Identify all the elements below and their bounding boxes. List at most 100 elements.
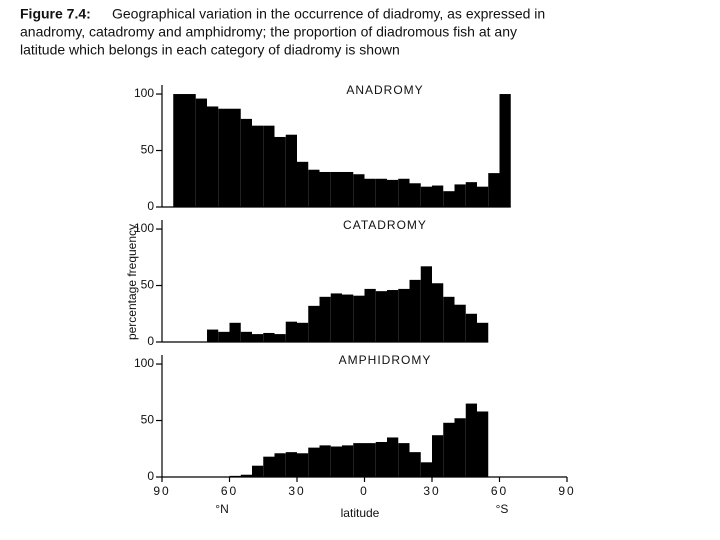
y-axis-label: percentage frequency — [125, 224, 139, 340]
bar — [319, 171, 331, 207]
bar — [274, 453, 286, 477]
bar — [229, 475, 241, 477]
bar — [364, 288, 376, 342]
bar — [240, 474, 252, 477]
bar — [398, 288, 410, 342]
x-axis-label: °S — [496, 502, 509, 516]
bar — [274, 136, 286, 207]
bar — [229, 108, 241, 207]
bar — [387, 290, 399, 342]
bar — [432, 435, 444, 477]
bar — [263, 332, 275, 342]
bar — [454, 184, 466, 207]
bar — [465, 313, 477, 342]
bar — [409, 452, 421, 477]
bar — [297, 453, 309, 477]
bar — [353, 295, 365, 342]
bar — [499, 94, 511, 207]
x-tick-label: 30 — [288, 484, 305, 498]
y-tick-label: 50 — [141, 143, 155, 157]
figure-label: Figure 7.4: — [20, 6, 91, 22]
x-tick-label: 0 — [360, 484, 369, 498]
caption-line: Geographical variation in the occurrence… — [112, 6, 545, 22]
x-tick-label: 60 — [221, 484, 238, 498]
bar — [353, 174, 365, 207]
bar — [252, 125, 264, 207]
bar — [173, 94, 185, 207]
x-tick-label: 90 — [558, 484, 575, 498]
bar — [477, 411, 489, 477]
bar — [252, 465, 264, 477]
bar — [218, 331, 230, 342]
bar — [319, 296, 331, 342]
x-tick-label: 90 — [153, 484, 170, 498]
y-tick-label: 0 — [147, 469, 154, 483]
bar — [398, 443, 410, 477]
bar — [184, 94, 196, 207]
bar — [387, 437, 399, 477]
bar — [263, 125, 275, 207]
x-axis-label: latitude — [341, 506, 380, 520]
bar — [477, 322, 489, 342]
bar — [297, 322, 309, 342]
caption-line: anadromy, catadromy and amphidromy; the … — [20, 24, 517, 40]
y-tick-label: 100 — [134, 221, 154, 235]
bar — [207, 329, 219, 342]
bar — [420, 186, 432, 207]
bar — [364, 443, 376, 477]
bar — [285, 134, 297, 207]
bar — [465, 403, 477, 477]
bar — [454, 418, 466, 477]
bar — [285, 321, 297, 342]
y-tick-label: 50 — [141, 413, 155, 427]
bar — [409, 183, 421, 207]
x-tick-label: 60 — [491, 484, 508, 498]
bar — [297, 161, 309, 207]
bar — [252, 334, 264, 342]
y-tick-label: 0 — [147, 199, 154, 213]
bar — [420, 462, 432, 477]
bar — [465, 182, 477, 207]
bar — [240, 118, 252, 207]
x-axis-label: °N — [215, 502, 228, 516]
caption-line: latitude which belongs in each category … — [20, 42, 400, 58]
y-tick-label: 50 — [141, 278, 155, 292]
bar — [195, 98, 207, 207]
bar — [364, 178, 376, 207]
bar — [375, 178, 387, 207]
bar — [477, 186, 489, 207]
bar — [229, 322, 241, 342]
bar — [342, 445, 354, 477]
panel-title: ANADROMY — [346, 83, 423, 97]
bar — [432, 283, 444, 342]
bar — [274, 334, 286, 342]
bar — [285, 452, 297, 477]
bar — [488, 173, 500, 207]
y-tick-label: 100 — [134, 356, 154, 370]
y-tick-label: 100 — [134, 86, 154, 100]
bar — [443, 296, 455, 342]
bar — [387, 179, 399, 207]
bar — [420, 266, 432, 342]
bar — [353, 443, 365, 477]
bar — [342, 294, 354, 342]
bar — [375, 441, 387, 477]
bar — [207, 106, 219, 207]
bar — [263, 456, 275, 477]
bar — [308, 447, 320, 477]
bar — [443, 191, 455, 207]
bar — [330, 446, 342, 477]
bar — [398, 178, 410, 207]
bar — [432, 185, 444, 207]
bar — [330, 171, 342, 207]
bar — [319, 445, 331, 477]
x-tick-label: 30 — [423, 484, 440, 498]
bar — [308, 169, 320, 207]
bar — [454, 304, 466, 342]
bar — [342, 171, 354, 207]
panel-title: AMPHIDROMY — [339, 353, 432, 367]
bar — [443, 422, 455, 477]
y-tick-label: 0 — [147, 334, 154, 348]
bar — [240, 331, 252, 342]
